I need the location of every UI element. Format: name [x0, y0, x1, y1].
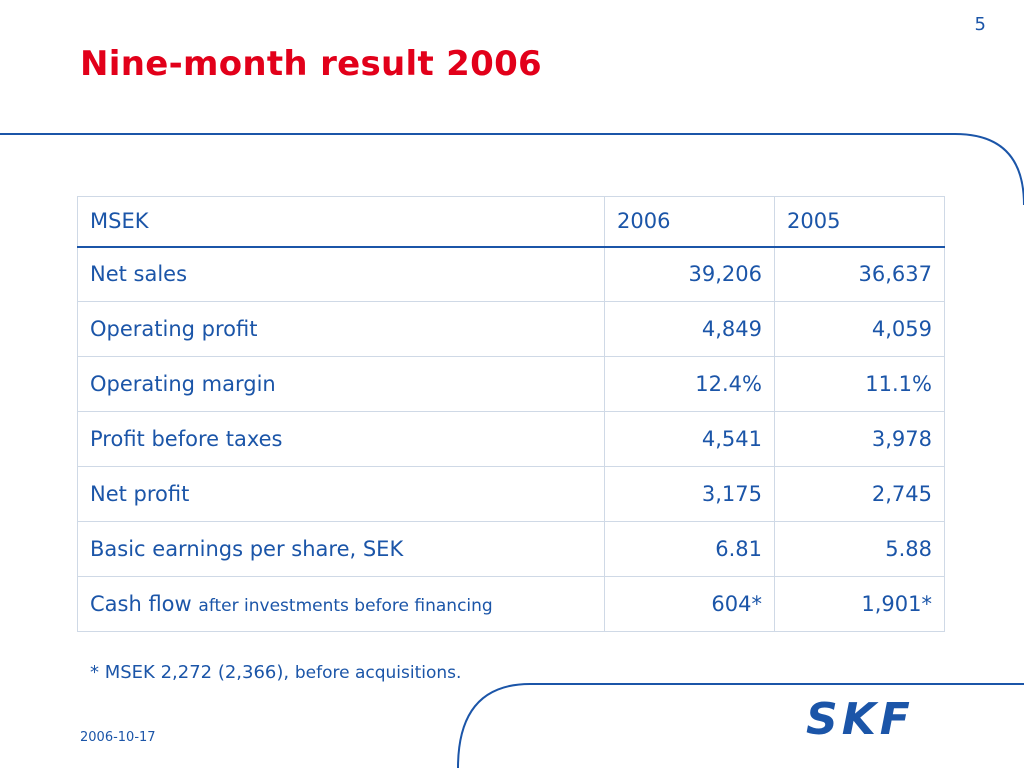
table-row: Net sales 39,206 36,637 [77, 246, 945, 302]
value-2006: 604* [604, 576, 775, 632]
footer-date: 2006-10-17 [80, 730, 156, 745]
row-label-text: Net sales [90, 262, 188, 287]
table-row: Net profit 3,175 2,745 [77, 466, 945, 522]
header-2006: 2006 [604, 196, 775, 248]
value-2005: 36,637 [774, 246, 945, 302]
value-2006: 12.4% [604, 356, 775, 412]
row-label: Operating margin [77, 356, 605, 412]
row-label-text: Net profit [90, 482, 190, 506]
table-row: Cash flow after investments before finan… [77, 576, 945, 632]
value-2005: 3,978 [774, 411, 945, 467]
skf-logo: SKF [806, 694, 914, 745]
row-label-text: Profit before taxes [90, 427, 283, 451]
table-row: Operating profit 4,849 4,059 [77, 301, 945, 357]
table-row: Profit before taxes 4,541 3,978 [77, 411, 945, 467]
financial-table: MSEK 2006 2005 Net sales 39,206 36,637 O… [77, 196, 945, 632]
value-2006: 4,541 [604, 411, 775, 467]
row-label-text: Cash flow [90, 592, 192, 616]
footnote: * MSEK 2,272 (2,366), before acquisition… [90, 662, 461, 683]
value-2005: 1,901* [774, 576, 945, 632]
value-2006: 6.81 [604, 521, 775, 577]
row-label: Profit before taxes [77, 411, 605, 467]
row-label-suffix: after investments before financing [198, 596, 493, 616]
slide-number: 5 [974, 14, 986, 35]
page-title: Nine-month result 2006 [80, 44, 543, 84]
footnote-main: * MSEK 2,272 (2,366), [90, 662, 290, 683]
table-header-row: MSEK 2006 2005 [77, 196, 945, 248]
header-msek: MSEK [77, 196, 605, 248]
value-2006: 3,175 [604, 466, 775, 522]
row-label: Basic earnings per share, SEK [77, 521, 605, 577]
row-label-text: Operating profit [90, 317, 258, 341]
footnote-suffix: before acquisitions. [294, 663, 462, 683]
value-2005: 2,745 [774, 466, 945, 522]
table-row: Basic earnings per share, SEK 6.81 5.88 [77, 521, 945, 577]
value-2006: 4,849 [604, 301, 775, 357]
row-label: Net sales [77, 246, 605, 302]
row-label-text: Operating margin [90, 372, 276, 396]
value-2005: 11.1% [774, 356, 945, 412]
row-label-text: Basic earnings per share, SEK [90, 537, 404, 561]
value-2005: 4,059 [774, 301, 945, 357]
header-2005: 2005 [774, 196, 945, 248]
value-2005: 5.88 [774, 521, 945, 577]
row-label: Cash flow after investments before finan… [77, 576, 605, 632]
row-label: Net profit [77, 466, 605, 522]
table-row: Operating margin 12.4% 11.1% [77, 356, 945, 412]
value-2006: 39,206 [604, 246, 775, 302]
row-label: Operating profit [77, 301, 605, 357]
